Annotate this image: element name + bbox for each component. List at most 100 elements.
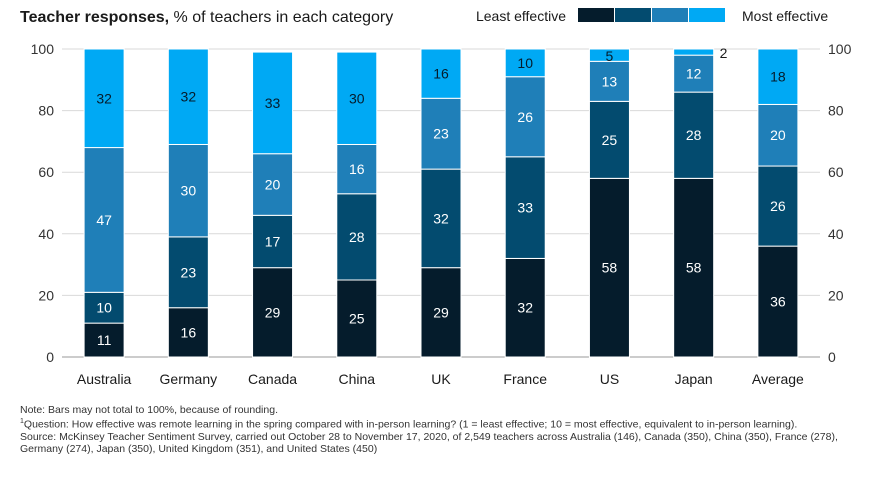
y-tick-label-left: 100 xyxy=(31,41,55,57)
bar-segment xyxy=(504,48,546,78)
bar-segment xyxy=(336,51,378,145)
bar-value-label: 32 xyxy=(181,89,197,105)
bar-china: 25 28 16 30 xyxy=(336,51,378,358)
x-tick-label: US xyxy=(600,371,619,387)
bar-germany: 16 23 30 32 xyxy=(167,48,209,358)
bar-segment xyxy=(167,143,209,238)
bar-value-label: 28 xyxy=(686,127,702,143)
y-axis-right: 0 20 40 60 80 100 xyxy=(828,41,852,365)
x-tick-label: UK xyxy=(431,371,451,387)
bar-segment xyxy=(252,214,294,269)
y-tick-label-left: 20 xyxy=(38,287,54,303)
bar-segment xyxy=(336,279,378,358)
y-axis-left: 0 20 40 60 80 100 xyxy=(31,41,55,365)
bar-value-label: 16 xyxy=(349,161,365,177)
bar-segment xyxy=(420,97,462,170)
chart-title-rest: % of teachers in each category xyxy=(169,9,393,26)
y-tick-label-right: 80 xyxy=(828,103,844,119)
bar-value-label: 26 xyxy=(517,109,533,125)
bar-value-label: 11 xyxy=(97,332,112,348)
bar-segment xyxy=(757,245,799,358)
bar-segment xyxy=(504,76,546,158)
bar-value-label: 33 xyxy=(517,200,533,216)
bar-value-label: 30 xyxy=(349,90,365,106)
bar-segment xyxy=(504,257,546,358)
bar-segment xyxy=(167,236,209,309)
chart-title-bold: Teacher responses, xyxy=(20,9,169,26)
y-tick-label-right: 60 xyxy=(828,164,844,180)
legend-swatch-4 xyxy=(689,8,725,22)
legend-swatch-1 xyxy=(578,8,614,22)
bar-segment xyxy=(588,48,630,62)
question-text: 1Question: How effective was remote lear… xyxy=(20,416,855,431)
bar-segment xyxy=(673,91,715,179)
bar-value-label: 29 xyxy=(433,304,449,320)
bars: 1110473216233032291720332528163029322316… xyxy=(83,45,799,358)
y-tick-label-right: 0 xyxy=(828,349,836,365)
bar-segment xyxy=(252,51,294,155)
bar-segment xyxy=(83,322,125,358)
bar-segment xyxy=(588,177,630,358)
bar-value-label: 25 xyxy=(602,132,618,148)
legend-swatch-2 xyxy=(615,8,651,22)
bar-france: 32 33 26 10 xyxy=(504,48,546,358)
bar-value-label: 58 xyxy=(686,260,702,276)
bar-value-label: 29 xyxy=(265,304,281,320)
x-tick-label: Japan xyxy=(675,371,713,387)
legend-swatch-3 xyxy=(652,8,688,22)
legend-label-least: Least effective xyxy=(476,8,566,24)
y-tick-label-right: 100 xyxy=(828,41,852,57)
question-marker: 1 xyxy=(20,418,24,425)
bar-segment xyxy=(83,147,125,293)
bar-us: 58 25 13 5 xyxy=(588,48,630,358)
bar-value-label: 20 xyxy=(770,127,786,143)
bar-japan: 58 28 12 2 xyxy=(673,45,728,358)
bar-segment xyxy=(167,48,209,145)
chart-title: Teacher responses, % of teachers in each… xyxy=(20,9,393,26)
bar-segment xyxy=(252,153,294,216)
y-tick-label-left: 60 xyxy=(38,164,54,180)
y-tick-label-left: 0 xyxy=(46,349,54,365)
bar-segment xyxy=(83,48,125,149)
bar-value-label: 47 xyxy=(96,212,112,228)
bar-segment xyxy=(757,103,799,167)
bar-value-label: 20 xyxy=(265,177,281,193)
bar-value-label: 17 xyxy=(265,234,281,250)
y-tick-label-right: 40 xyxy=(828,226,844,242)
bar-segment xyxy=(336,193,378,281)
bar-value-label: 28 xyxy=(349,229,365,245)
bar-segment xyxy=(167,307,209,358)
bar-value-label: 23 xyxy=(181,264,197,280)
bar-segment xyxy=(673,177,715,358)
question-body: Question: How effective was remote learn… xyxy=(23,418,798,431)
x-tick-label: France xyxy=(503,371,547,387)
bar-value-label: 30 xyxy=(181,183,197,199)
bar-segment xyxy=(252,267,294,358)
bar-value-label: 13 xyxy=(602,73,618,89)
bar-canada: 29 17 20 33 xyxy=(252,51,294,358)
y-tick-label-left: 40 xyxy=(38,226,54,242)
bar-value-label: 12 xyxy=(686,66,702,82)
bar-segment xyxy=(673,48,715,56)
bar-value-label: 33 xyxy=(265,95,281,111)
bar-value-label: 32 xyxy=(433,210,449,226)
x-tick-label: Average xyxy=(752,371,804,387)
bar-value-label: 2 xyxy=(720,45,728,61)
bar-value-label: 32 xyxy=(96,90,112,106)
note-text: Note: Bars may not total to 100%, becaus… xyxy=(20,404,278,416)
bar-value-label: 16 xyxy=(181,324,197,340)
bar-value-label: 18 xyxy=(770,69,786,85)
bar-segment xyxy=(588,100,630,179)
y-tick-label-left: 80 xyxy=(38,103,54,119)
bar-value-label: 16 xyxy=(433,66,449,82)
bar-value-label: 26 xyxy=(770,198,786,214)
x-tick-label: Germany xyxy=(160,371,218,387)
bar-segment xyxy=(420,48,462,99)
bar-value-label: 5 xyxy=(606,48,614,64)
bar-australia: 11 10 47 32 xyxy=(83,48,125,358)
bar-uk: 29 32 23 16 xyxy=(420,48,462,358)
bar-value-label: 58 xyxy=(602,260,618,276)
x-tick-label: Australia xyxy=(77,371,132,387)
source-text: Source: McKinsey Teacher Sentiment Surve… xyxy=(20,430,838,455)
bar-value-label: 25 xyxy=(349,311,365,327)
